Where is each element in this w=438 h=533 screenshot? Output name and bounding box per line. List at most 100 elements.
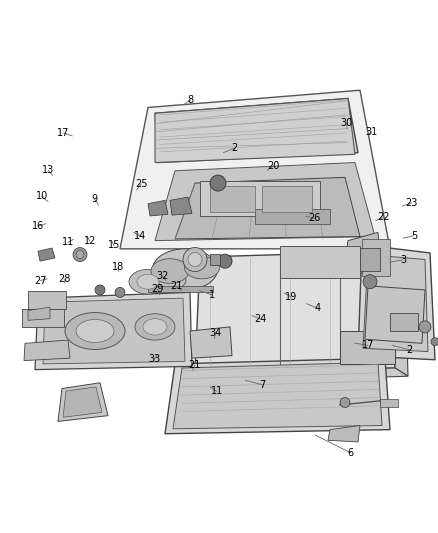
Ellipse shape [143, 319, 167, 335]
Polygon shape [358, 245, 435, 360]
Bar [280, 246, 360, 278]
Text: 2: 2 [231, 143, 237, 154]
Bar [28, 290, 66, 309]
Bar [148, 286, 213, 293]
Circle shape [419, 321, 431, 333]
Text: 13: 13 [42, 165, 54, 175]
Circle shape [218, 254, 232, 268]
Text: 27: 27 [34, 276, 46, 286]
Text: 8: 8 [187, 95, 194, 105]
Text: 3: 3 [400, 255, 406, 265]
Polygon shape [328, 425, 360, 442]
Polygon shape [28, 307, 50, 320]
Text: 21: 21 [189, 360, 201, 370]
Polygon shape [35, 293, 192, 369]
Ellipse shape [65, 312, 125, 350]
Bar [210, 185, 255, 212]
Text: 6: 6 [347, 448, 353, 458]
Circle shape [340, 398, 350, 408]
Polygon shape [24, 340, 70, 361]
Circle shape [73, 248, 87, 262]
Text: 14: 14 [134, 231, 146, 241]
Text: 4: 4 [314, 303, 321, 313]
Text: 1: 1 [209, 290, 215, 300]
Text: 17: 17 [362, 341, 374, 350]
Polygon shape [195, 251, 395, 372]
Polygon shape [345, 232, 380, 263]
Bar [255, 209, 330, 224]
Polygon shape [170, 197, 192, 215]
Circle shape [183, 247, 207, 271]
Bar [200, 181, 320, 216]
Polygon shape [43, 298, 185, 364]
Bar [340, 331, 395, 364]
Polygon shape [173, 362, 382, 429]
Polygon shape [148, 200, 168, 216]
Text: 12: 12 [84, 236, 96, 246]
Ellipse shape [135, 314, 175, 340]
Text: 5: 5 [411, 231, 417, 241]
Text: 18: 18 [112, 262, 124, 271]
Text: 24: 24 [254, 314, 267, 324]
Bar [22, 309, 64, 327]
Text: 23: 23 [406, 198, 418, 208]
Text: 9: 9 [91, 193, 97, 204]
Text: 21: 21 [170, 281, 182, 291]
Bar [262, 185, 312, 212]
Polygon shape [155, 99, 355, 163]
Text: 15: 15 [108, 240, 120, 251]
Circle shape [188, 253, 202, 266]
Text: 31: 31 [365, 127, 378, 136]
Bar [375, 313, 390, 323]
Circle shape [76, 251, 84, 259]
Ellipse shape [152, 249, 218, 290]
Text: 26: 26 [308, 213, 321, 223]
Polygon shape [195, 368, 408, 383]
Bar [380, 399, 398, 407]
Polygon shape [190, 327, 232, 358]
Text: 10: 10 [35, 191, 48, 201]
Circle shape [95, 285, 105, 295]
Bar [360, 248, 380, 271]
Text: 30: 30 [341, 118, 353, 128]
Text: 16: 16 [32, 221, 45, 231]
Ellipse shape [158, 271, 186, 289]
Polygon shape [363, 255, 428, 352]
Ellipse shape [151, 259, 189, 284]
Polygon shape [365, 286, 425, 343]
Text: 22: 22 [377, 213, 389, 222]
Text: 20: 20 [268, 161, 280, 171]
Ellipse shape [184, 256, 219, 279]
Ellipse shape [76, 319, 114, 343]
Polygon shape [120, 90, 390, 249]
Circle shape [210, 175, 226, 191]
Text: 34: 34 [209, 328, 222, 338]
Polygon shape [63, 387, 102, 417]
Bar [362, 239, 390, 276]
Text: 32: 32 [157, 271, 169, 281]
Text: 19: 19 [285, 292, 297, 302]
Bar [390, 313, 418, 331]
Circle shape [431, 338, 438, 346]
Polygon shape [155, 163, 375, 240]
Text: 11: 11 [62, 237, 74, 247]
Ellipse shape [129, 269, 167, 294]
Polygon shape [38, 248, 55, 261]
Text: 17: 17 [57, 128, 70, 138]
Text: 7: 7 [260, 379, 266, 390]
Text: 29: 29 [152, 284, 164, 294]
Polygon shape [58, 383, 108, 422]
Circle shape [363, 274, 377, 289]
Text: 2: 2 [406, 345, 413, 355]
Polygon shape [175, 177, 360, 239]
Polygon shape [390, 251, 408, 376]
Text: 11: 11 [211, 386, 223, 397]
Text: 33: 33 [148, 354, 160, 365]
Text: 25: 25 [135, 179, 147, 189]
Polygon shape [165, 358, 390, 434]
Polygon shape [155, 99, 358, 163]
Bar [210, 254, 220, 265]
Circle shape [115, 287, 125, 297]
Ellipse shape [137, 274, 159, 289]
Text: 28: 28 [59, 274, 71, 284]
